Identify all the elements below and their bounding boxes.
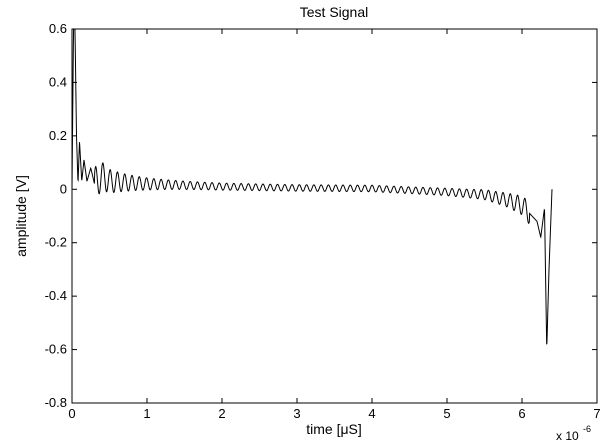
x-tick-label: 4 [368,406,375,421]
plot-frame [71,28,598,404]
x-tick-label: 2 [218,406,225,421]
chart-title: Test Signal [300,4,368,20]
y-tick-label: 0 [60,181,67,196]
y-axis-ticks: -0.8 -0.6 -0.4 -0.2 0 0.2 0.4 0.6 [45,21,597,410]
signal-series [71,28,553,345]
y-tick-label: 0.2 [49,128,67,143]
x-tick-label: 7 [593,406,600,421]
x-tick-label: 5 [443,406,450,421]
y-tick-label: 0.4 [49,74,67,89]
x-tick-label: 6 [518,406,525,421]
x-axis-ticks: 0 1 2 3 4 5 6 7 [68,29,601,421]
y-tick-label: 0.6 [49,21,67,36]
x-axis-exponent-power: -6 [583,424,591,434]
x-tick-label: 1 [143,406,150,421]
x-tick-label: 3 [293,406,300,421]
x-axis-exponent: x 10 [556,429,579,443]
y-axis-title: amplitude [V] [13,175,29,257]
x-tick-label: 0 [68,406,75,421]
y-tick-label: -0.2 [45,235,67,250]
signal-line [71,28,553,345]
x-axis-title: time [μS] [306,421,362,437]
y-tick-label: -0.8 [45,395,67,410]
y-tick-label: -0.4 [45,288,67,303]
y-tick-label: -0.6 [45,342,67,357]
